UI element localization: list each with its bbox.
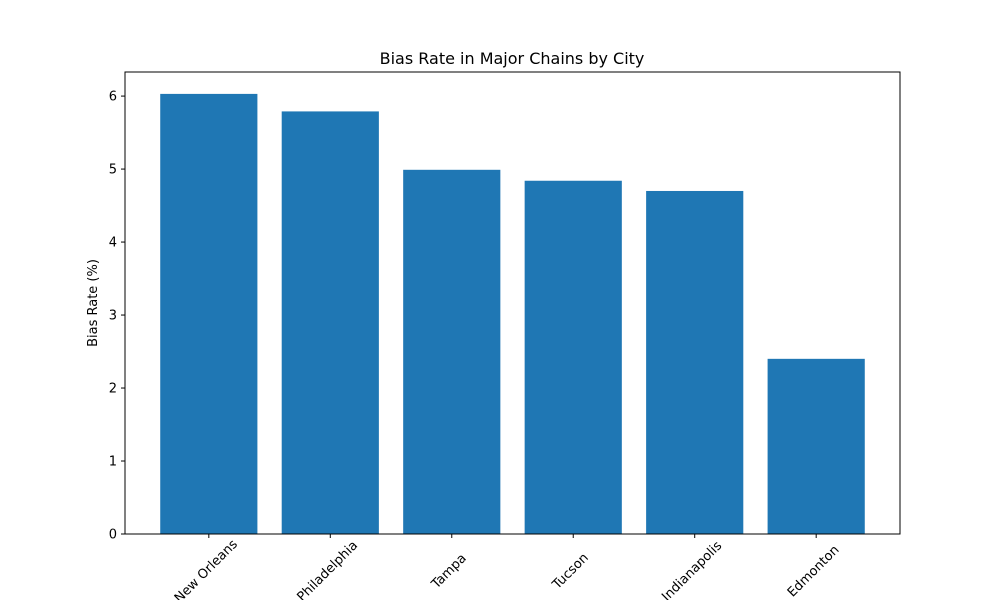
x-axis-ticks: New Orleans Philadelphia Tampa Tucson Indian…	[172, 534, 843, 600]
y-axis-ticks: 0 1 2 3 4 5 6	[109, 90, 125, 543]
chart-title: Bias Rate in Major Chains by City	[380, 49, 645, 68]
bar-tucson	[524, 180, 622, 534]
plot-frame	[124, 71, 901, 535]
y-tick-label: 5	[109, 163, 117, 178]
bar-tampa	[403, 169, 501, 534]
y-tick-label: 1	[109, 455, 117, 470]
y-tick-label: 0	[109, 528, 117, 543]
bar-new-orleans	[160, 93, 258, 534]
bars	[160, 93, 865, 534]
x-tick-label: Edmonton	[785, 543, 843, 600]
y-axis-label: Bias Rate (%)	[86, 259, 101, 347]
bar-philadelphia	[281, 111, 379, 534]
y-tick-label: 4	[109, 236, 117, 251]
y-tick-label: 6	[109, 90, 117, 105]
x-tick-label: Tampa	[428, 551, 469, 592]
y-tick-label: 3	[109, 309, 117, 324]
x-tick-label: Tucson	[549, 551, 592, 594]
bar-indianapolis	[646, 190, 744, 534]
x-tick-label: Indianapolis	[659, 538, 725, 600]
x-tick-label: Philadelphia	[295, 538, 362, 600]
bar-edmonton	[767, 358, 865, 534]
x-tick-label: New Orleans	[172, 537, 241, 600]
y-tick-label: 2	[109, 382, 117, 397]
